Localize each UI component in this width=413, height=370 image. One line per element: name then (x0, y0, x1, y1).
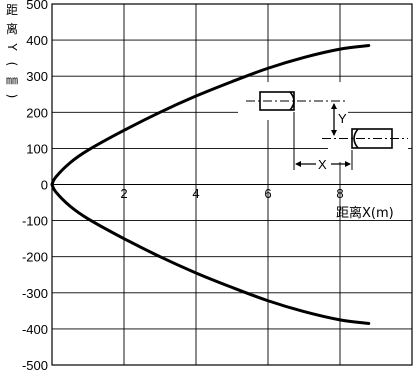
y-tick-label: 200 (26, 105, 48, 120)
y-axis-label-char: ㎜ (6, 73, 18, 87)
y-offset-label: Y (338, 111, 347, 126)
y-tick-label: 300 (26, 69, 48, 84)
x-tick-label: 8 (336, 186, 343, 201)
x-tick-label: 4 (192, 186, 199, 201)
upper-range-curve (50, 44, 371, 186)
y-axis-label-char: 距 (6, 3, 18, 17)
grid (51, 3, 413, 366)
y-tick-label: -500 (22, 358, 48, 370)
x-tick-label: 2 (120, 186, 127, 201)
x-axis-label: 距离X(m) (336, 205, 394, 221)
y-tick-label: -400 (22, 322, 48, 337)
y-tick-label: 400 (26, 33, 48, 48)
y-tick-label: -100 (22, 214, 48, 229)
y-axis-label-char: 离 (6, 21, 18, 36)
x-tick-label: 6 (264, 186, 271, 201)
sensor-diagram: Y X (238, 82, 408, 172)
y-tick-label: 100 (26, 141, 48, 156)
tick-labels: 500 400 300 200 100 0 -100 -200 -300 -400 -500 2 4 6 8 (22, 0, 344, 370)
curves (50, 44, 371, 325)
lower-range-curve (50, 183, 371, 325)
y-axis-label-char: ( (5, 62, 19, 67)
y-axis-label-char: Y (5, 42, 19, 51)
y-tick-label: 0 (41, 178, 48, 193)
y-axis-label: 距离Y ( ㎜) (5, 3, 19, 98)
y-tick-label: -200 (22, 250, 48, 265)
y-tick-label: -300 (22, 286, 48, 301)
x-offset-label: X (318, 157, 327, 172)
y-axis-label-char: ) (5, 94, 19, 99)
y-tick-label: 500 (26, 0, 48, 12)
